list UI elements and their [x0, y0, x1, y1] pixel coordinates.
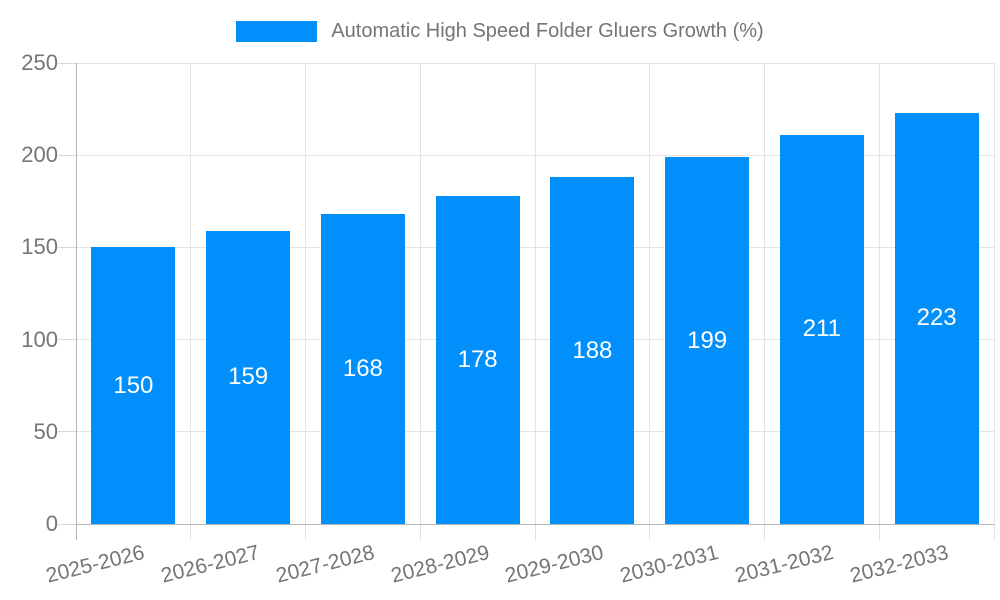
- legend-swatch: [236, 20, 318, 42]
- bar-value-label: 159: [228, 363, 269, 391]
- bar: 211: [779, 134, 864, 524]
- bar: 159: [206, 230, 291, 524]
- bar-value-label: 211: [802, 315, 841, 343]
- bar: 150: [91, 247, 176, 524]
- v-gridline: [419, 63, 421, 524]
- x-axis-tick: [649, 524, 651, 540]
- v-gridline: [534, 63, 536, 524]
- bar: 188: [550, 177, 635, 524]
- x-axis-tick: [993, 524, 995, 540]
- legend-label: Automatic High Speed Folder Gluers Growt…: [331, 19, 764, 42]
- bar-value-label: 188: [572, 336, 613, 364]
- chart-legend[interactable]: Automatic High Speed Folder Gluers Growt…: [0, 14, 1000, 48]
- x-axis-tick: [419, 524, 421, 540]
- bar: 168: [320, 214, 405, 524]
- y-axis-tick-label: 200: [21, 142, 58, 168]
- y-axis-tick: [58, 62, 76, 64]
- y-axis-tick: [58, 154, 76, 156]
- bar-value-label: 150: [113, 371, 154, 399]
- bar-value-label: 199: [687, 326, 728, 354]
- bar-value-label: 178: [457, 345, 498, 373]
- y-axis-tick-label: 100: [21, 326, 58, 352]
- y-axis-line: [75, 63, 77, 540]
- y-axis-tick: [58, 339, 76, 341]
- x-axis-tick: [878, 524, 880, 540]
- y-axis-tick-label: 250: [21, 50, 58, 75]
- v-gridline: [993, 63, 995, 524]
- x-axis-tick: [305, 524, 306, 540]
- v-gridline: [649, 63, 651, 524]
- v-gridline: [878, 63, 880, 524]
- x-axis-tick: [534, 524, 536, 540]
- v-gridline: [305, 63, 306, 524]
- v-gridline: [190, 63, 192, 524]
- y-axis-tick: [58, 246, 76, 248]
- y-axis-tick: [58, 523, 76, 525]
- bar-value-label: 223: [916, 304, 957, 332]
- v-gridline: [764, 63, 765, 524]
- bar: 178: [435, 195, 520, 524]
- y-axis-tick: [58, 431, 76, 433]
- x-axis-tick: [764, 524, 765, 540]
- x-axis-line: [76, 523, 994, 525]
- y-axis-tick-label: 150: [21, 234, 58, 260]
- x-axis-tick: [190, 524, 192, 540]
- bar: 199: [665, 157, 750, 524]
- bar-value-label: 168: [342, 355, 383, 383]
- y-axis-tick-label: 50: [33, 418, 58, 444]
- bar: 223: [894, 112, 979, 524]
- y-axis-tick-label: 0: [45, 511, 58, 536]
